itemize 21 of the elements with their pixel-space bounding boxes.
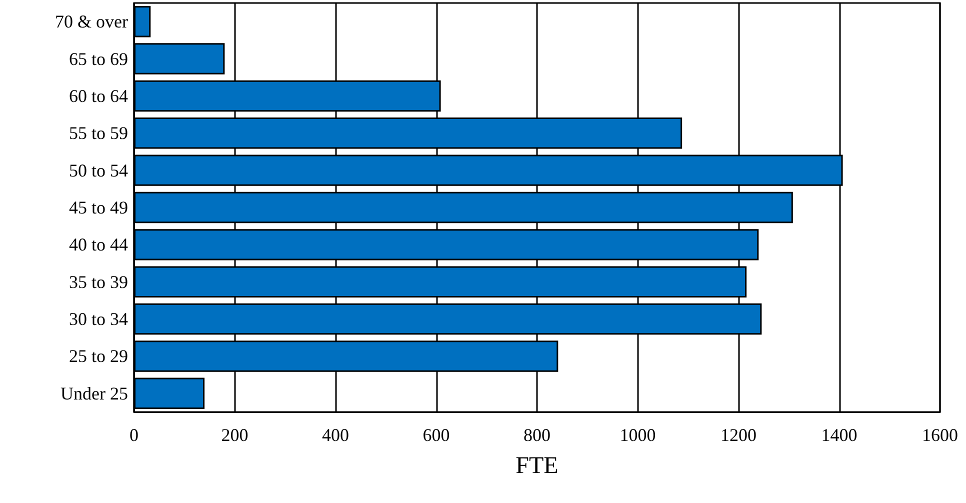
y-tick-label: 25 to 29 (68, 346, 128, 366)
y-tick-label: 35 to 39 (68, 272, 128, 292)
x-axis-title: FTE (516, 453, 558, 479)
x-tick-label: 600 (422, 425, 450, 445)
y-tick-label: 50 to 54 (68, 160, 128, 180)
y-tick-label: 65 to 69 (68, 48, 128, 69)
x-tick-label: 1000 (620, 425, 656, 445)
x-tick-label: 1600 (922, 425, 958, 445)
x-tick-label: 1200 (720, 425, 756, 445)
y-tick-label: 45 to 49 (68, 198, 128, 218)
x-tick-label: 1400 (821, 425, 858, 445)
y-tick-label: 55 to 59 (68, 123, 128, 144)
y-tick-label: 40 to 44 (68, 234, 128, 255)
x-tick-label: 800 (524, 425, 550, 445)
x-tick-label: 200 (221, 425, 248, 445)
y-tick-label: 70 & over (55, 12, 128, 32)
y-tick-label: 30 to 34 (68, 309, 128, 330)
x-tick-label: 400 (322, 425, 349, 445)
x-tick-label: 0 (130, 425, 138, 445)
y-tick-label: Under 25 (60, 383, 128, 404)
y-tick-label: 60 to 64 (68, 86, 128, 106)
